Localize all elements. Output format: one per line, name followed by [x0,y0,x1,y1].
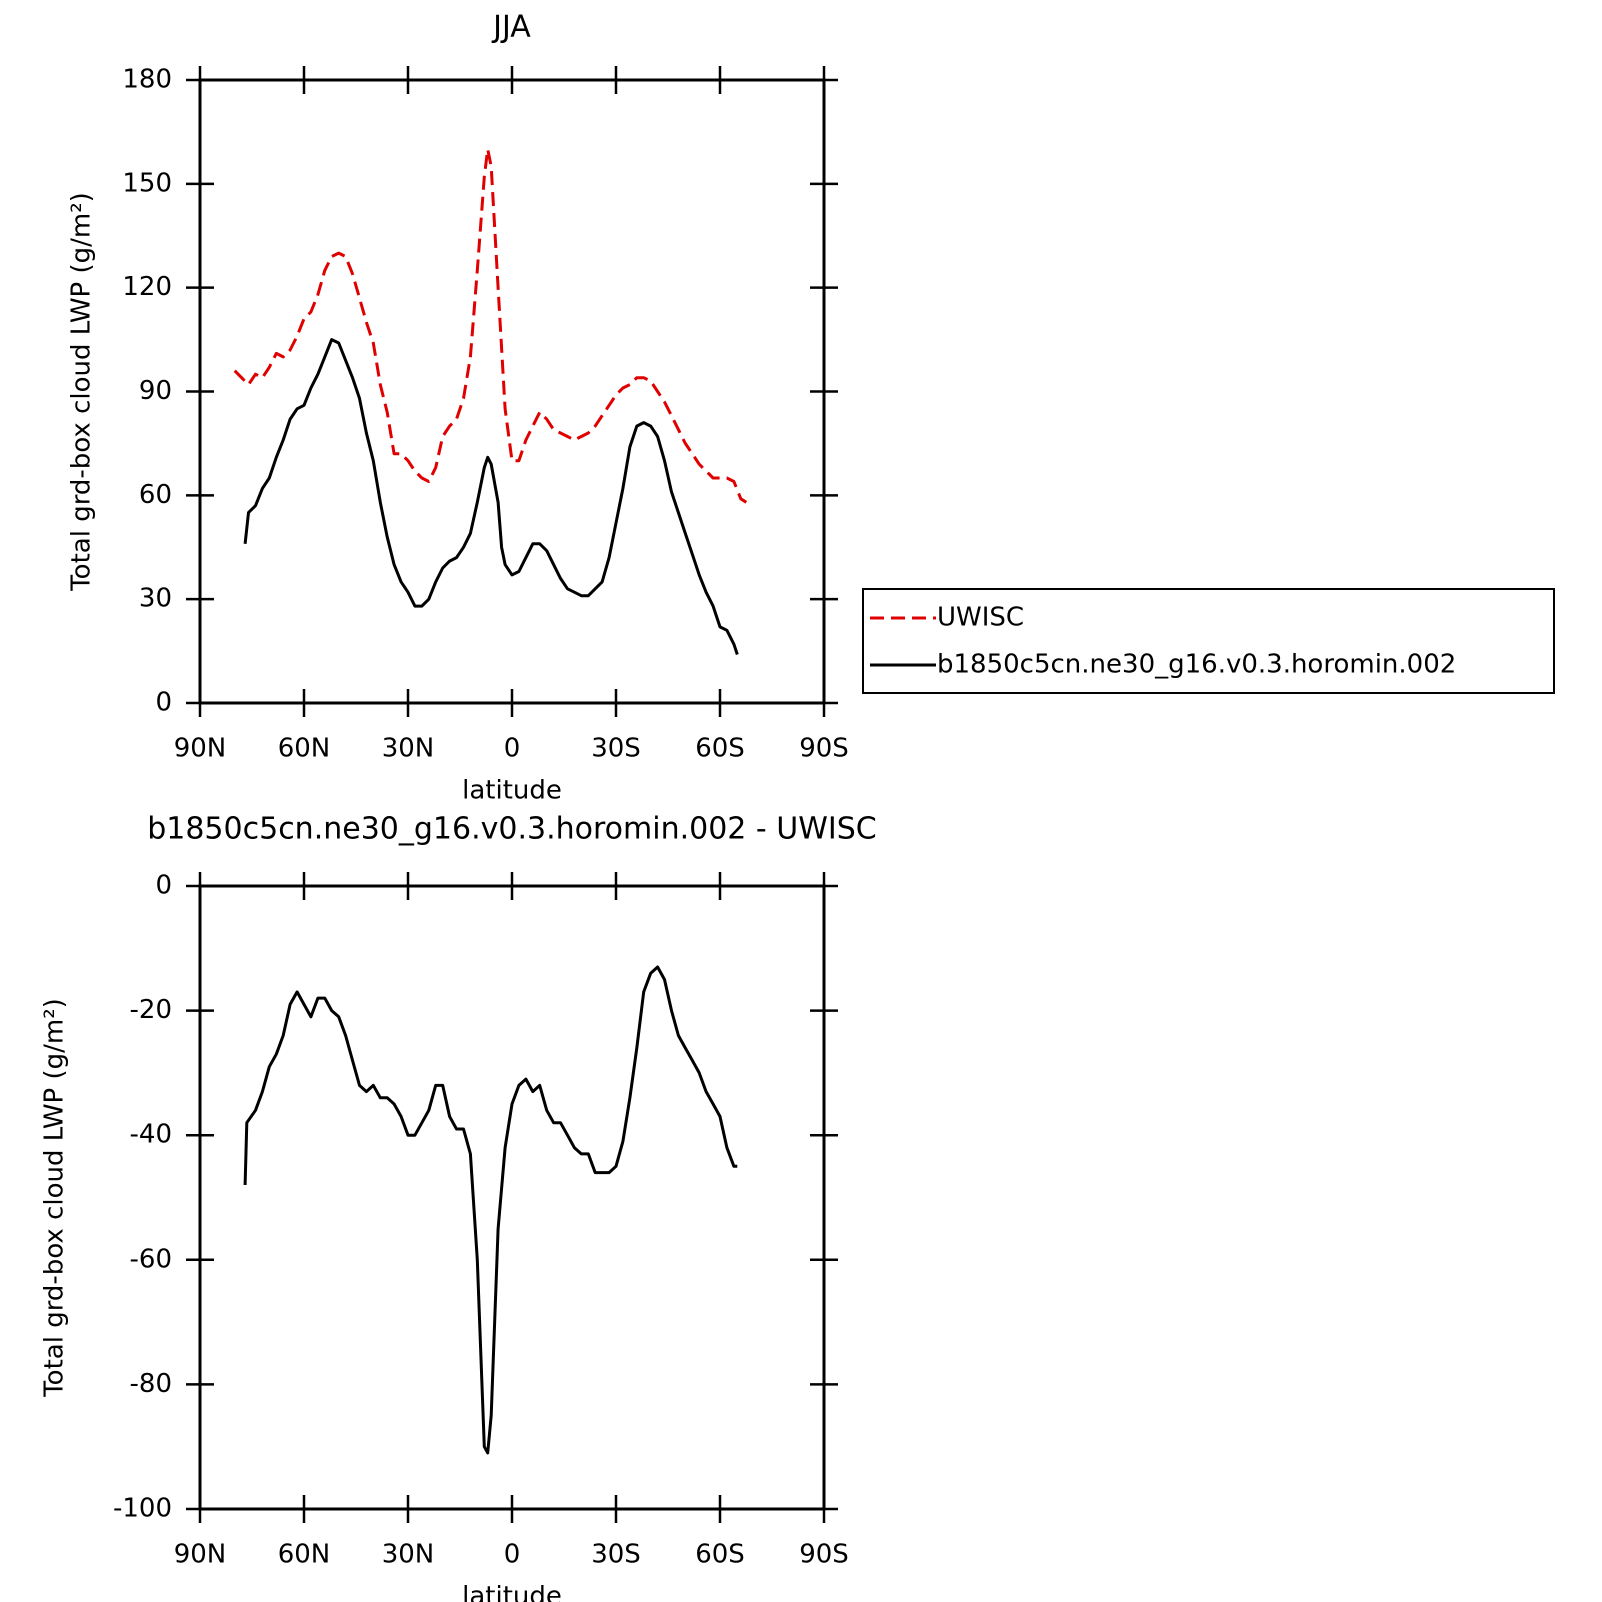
y-tick-label: 90 [139,376,172,406]
x-tick-label: 60N [278,734,331,764]
x-tick-label: 60N [278,1540,331,1570]
data-line [233,147,748,504]
y-tick-label: 150 [122,168,172,198]
data-line [243,338,739,655]
y-tick-label: -60 [130,1244,172,1274]
y-tick-label: -20 [130,995,172,1025]
y-axis-label: Total grd-box cloud LWP (g/m²) [67,192,97,592]
x-tick-label: 60S [695,1540,745,1570]
chart-title: JJA [491,10,531,45]
data-line [243,965,738,1455]
y-tick-label: -80 [130,1369,172,1399]
x-tick-label: 30N [382,1540,435,1570]
x-tick-label: 30S [591,734,641,764]
x-axis-label: latitude [462,1582,562,1602]
y-axis-label: Total grd-box cloud LWP (g/m²) [40,998,70,1398]
y-tick-label: 0 [155,688,172,718]
legend-label: UWISC [937,603,1024,633]
x-tick-label: 30S [591,1540,641,1570]
x-tick-label: 30N [382,734,435,764]
y-tick-label: 60 [139,480,172,510]
x-tick-label: 0 [504,734,521,764]
legend-box [862,588,1555,694]
x-axis-label: latitude [462,776,562,806]
plot-frame [198,884,826,1511]
y-tick-label: 180 [122,65,172,95]
x-tick-label: 0 [504,1540,521,1570]
x-tick-label: 90S [799,1540,849,1570]
y-tick-label: 30 [139,584,172,614]
x-tick-label: 60S [695,734,745,764]
x-tick-label: 90N [174,1540,227,1570]
y-tick-label: 0 [155,871,172,901]
y-tick-label: -100 [113,1494,172,1524]
y-tick-label: 120 [122,272,172,302]
legend-label: b1850c5cn.ne30_g16.v0.3.horomin.002 [937,650,1456,680]
plot-frame [198,78,826,705]
chart-title: b1850c5cn.ne30_g16.v0.3.horomin.002 - UW… [147,812,877,847]
x-tick-label: 90S [799,734,849,764]
y-tick-label: -40 [130,1120,172,1150]
x-tick-label: 90N [174,734,227,764]
